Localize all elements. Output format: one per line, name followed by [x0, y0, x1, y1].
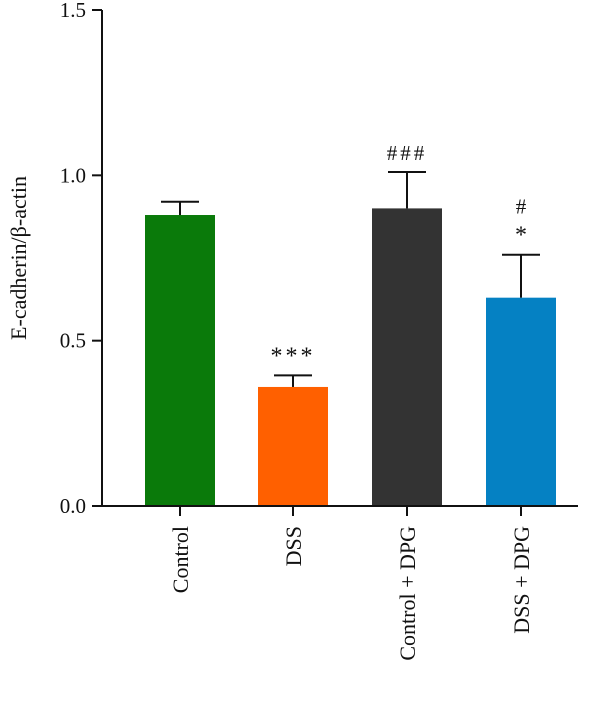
bar-dss-dpg — [486, 297, 556, 506]
significance-label: ### — [387, 141, 428, 165]
x-tick-label: Control — [168, 526, 193, 593]
y-tick-label: 0.0 — [60, 494, 86, 518]
x-tick-label: DSS + DPG — [509, 526, 534, 634]
y-tick-label: 1.5 — [60, 0, 86, 22]
x-tick-label: DSS — [281, 526, 306, 566]
bar-control-dpg — [372, 208, 442, 506]
y-tick-label: 0.5 — [60, 329, 86, 353]
significance-label: *** — [271, 343, 316, 369]
bars: *** ### * # — [145, 141, 556, 506]
significance-label: # — [516, 195, 527, 219]
bar-control — [145, 215, 215, 506]
y-axis-label: E-cadherin/β-actin — [6, 176, 31, 340]
bar-dss — [258, 386, 328, 506]
y-axis: 0.0 0.5 1.0 1.5 — [60, 0, 103, 518]
x-axis: Control DSS Control + DPG DSS + DPG — [102, 505, 578, 661]
x-tick-label: Control + DPG — [395, 526, 420, 661]
significance-label: * — [515, 223, 527, 249]
y-tick-label: 1.0 — [60, 163, 86, 187]
